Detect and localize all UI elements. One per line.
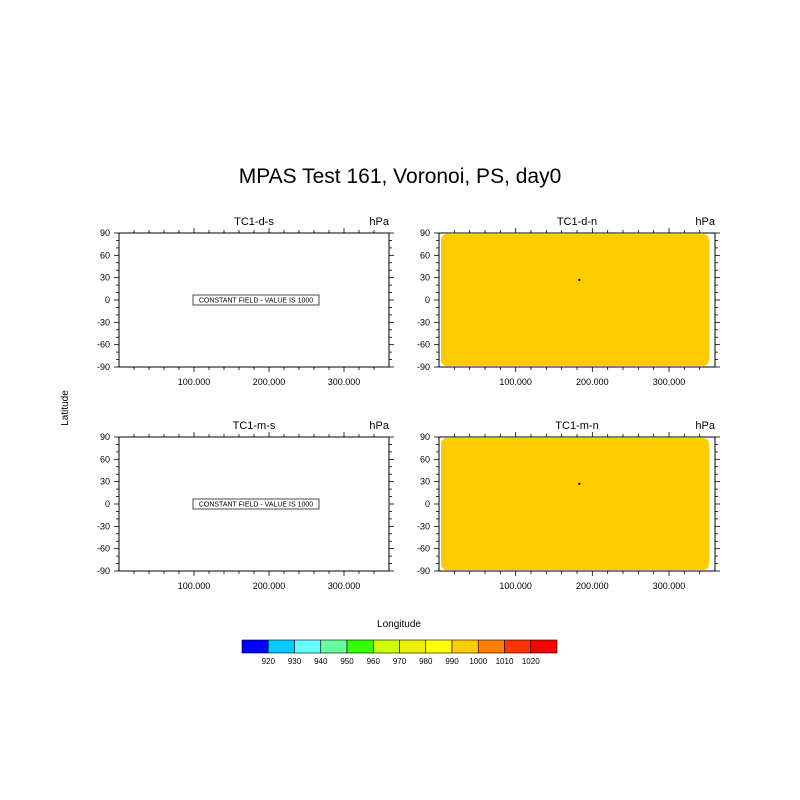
panel-title: TC1-d-n xyxy=(557,216,597,228)
x-tick-label: 300.000 xyxy=(653,581,686,591)
x-tick-label: 100.000 xyxy=(499,377,532,387)
y-tick-label: 30 xyxy=(100,477,110,487)
x-tick-label: 200.000 xyxy=(253,377,286,387)
panel-tc1-d-n: 90 60 30 0 -30 -60 -90 100.000 200.000 300.000 TC1… xyxy=(417,216,720,387)
y-tick-label: 60 xyxy=(100,454,110,464)
constant-field-box xyxy=(192,498,320,510)
colorbar-label: 940 xyxy=(314,657,328,666)
colorbar-swatch xyxy=(241,639,269,654)
colorbar-swatch xyxy=(504,639,532,654)
panel-units: hPa xyxy=(695,420,715,432)
colorbar-label: 920 xyxy=(262,657,276,666)
y-tick-label: 0 xyxy=(105,295,110,305)
colorbar-label: 950 xyxy=(340,657,354,666)
colorbar-swatch xyxy=(267,639,295,654)
colorbar-label: 990 xyxy=(445,657,459,666)
main-title: MPAS Test 161, Voronoi, PS, day0 xyxy=(239,165,562,188)
panel-tc1-d-s: 90 60 30 0 -30 -60 -90 100.000 200.000 300.000 TC1… xyxy=(97,216,394,387)
colorbar-label: 980 xyxy=(419,657,433,666)
field-fill xyxy=(441,234,709,366)
y-tick-label: 90 xyxy=(420,228,430,238)
x-tick-label: 200.000 xyxy=(253,581,286,591)
colorbar-swatch xyxy=(399,639,427,654)
colorbar-label: 960 xyxy=(367,657,381,666)
y-tick-label: 60 xyxy=(100,250,110,260)
colorbar-label: 970 xyxy=(393,657,407,666)
y-tick-label: 30 xyxy=(420,477,430,487)
panels-group: 90 60 30 0 -30 -60 -90 100.000 200.000 300.000 TC1… xyxy=(97,216,720,591)
y-tick-label: -60 xyxy=(97,340,110,350)
y-tick-label: -30 xyxy=(97,317,110,327)
panel-title: TC1-m-n xyxy=(555,420,598,432)
colorbar: 920 930 940 950 960 970 980 990 1000 1010 1020 xyxy=(241,639,558,666)
panel-title: TC1-m-s xyxy=(233,420,276,432)
y-axis-label: Latitude xyxy=(60,390,71,426)
x-tick-label: 100.000 xyxy=(178,377,211,387)
x-tick-label: 100.000 xyxy=(178,581,211,591)
y-tick-label: -30 xyxy=(417,317,430,327)
colorbar-swatch xyxy=(451,639,479,654)
y-tick-label: -60 xyxy=(97,544,110,554)
y-tick-label: 90 xyxy=(100,432,110,442)
x-tick-label: 200.000 xyxy=(576,377,609,387)
y-tick-label: -30 xyxy=(417,521,430,531)
y-tick-label: 60 xyxy=(420,454,430,464)
colorbar-swatch xyxy=(346,639,374,654)
y-tick-label: -30 xyxy=(97,521,110,531)
y-tick-label: -90 xyxy=(97,362,110,372)
panel-units: hPa xyxy=(369,420,389,432)
center-dot xyxy=(578,278,581,281)
y-tick-label: 90 xyxy=(420,432,430,442)
colorbar-label: 930 xyxy=(288,657,302,666)
x-tick-label: 300.000 xyxy=(653,377,686,387)
colorbar-swatch xyxy=(477,639,505,654)
colorbar-swatch xyxy=(294,639,322,654)
constant-field-label: CONSTANT FIELD - VALUE IS 1000 xyxy=(199,502,313,509)
center-dot xyxy=(578,482,581,485)
colorbar-swatch xyxy=(320,639,348,654)
colorbar-label: 1020 xyxy=(522,657,540,666)
field-fill xyxy=(441,438,709,570)
y-tick-label: 90 xyxy=(100,228,110,238)
x-tick-label: 300.000 xyxy=(328,377,361,387)
y-tick-label: -90 xyxy=(97,566,110,576)
y-tick-label: 60 xyxy=(420,250,430,260)
x-tick-label: 100.000 xyxy=(499,581,532,591)
colorbar-label: 1010 xyxy=(496,657,514,666)
y-tick-label: 30 xyxy=(420,273,430,283)
constant-field-label: CONSTANT FIELD - VALUE IS 1000 xyxy=(199,298,313,305)
y-tick-label: -90 xyxy=(417,566,430,576)
constant-field-box xyxy=(192,294,320,306)
x-axis-label: Longitude xyxy=(377,619,421,630)
panel-units: hPa xyxy=(695,216,715,228)
y-tick-label: 0 xyxy=(425,295,430,305)
y-tick-label: 30 xyxy=(100,273,110,283)
y-tick-label: -90 xyxy=(417,362,430,372)
colorbar-swatch xyxy=(425,639,453,654)
colorbar-swatch xyxy=(372,639,400,654)
panel-tc1-m-n: 90 60 30 0 -30 -60 -90 100.000 200.000 300.000 TC1… xyxy=(417,420,720,591)
x-tick-label: 200.000 xyxy=(576,581,609,591)
panel-tc1-m-s: 90 60 30 0 -30 -60 -90 100.000 200.000 300.000 TC1… xyxy=(97,420,394,591)
y-tick-label: -60 xyxy=(417,340,430,350)
x-tick-label: 300.000 xyxy=(328,581,361,591)
y-tick-label: 0 xyxy=(105,499,110,509)
panel-units: hPa xyxy=(369,216,389,228)
colorbar-label: 1000 xyxy=(469,657,487,666)
y-tick-label: 0 xyxy=(425,499,430,509)
colorbar-swatch xyxy=(530,639,558,654)
panel-title: TC1-d-s xyxy=(234,216,274,228)
y-tick-label: -60 xyxy=(417,544,430,554)
